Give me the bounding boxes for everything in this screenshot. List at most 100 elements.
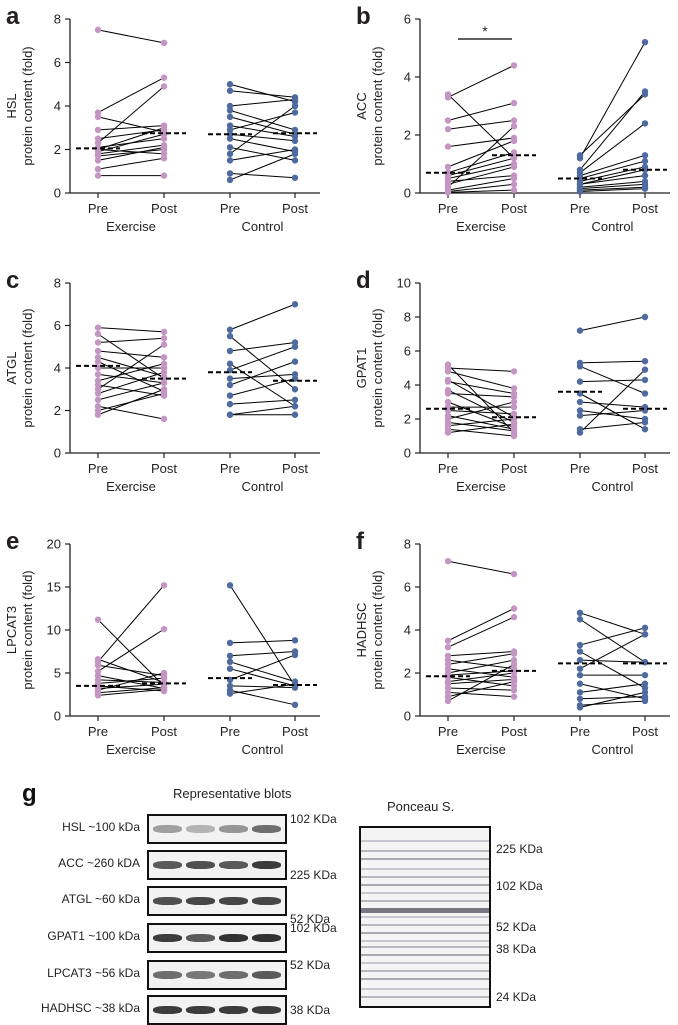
- group-label-control-d: Control: [592, 479, 634, 494]
- control-pre-point-f: [576, 648, 584, 655]
- exercise-pair-line-d: [447, 423, 515, 434]
- control-pre-point-f: [576, 656, 584, 664]
- control-pre-point-f: [576, 704, 584, 711]
- y-tick-label-a: 4: [54, 99, 61, 114]
- blot-band: [252, 825, 281, 834]
- exercise-pre-point-a: [94, 26, 102, 34]
- control-pre-point-e: [226, 665, 234, 672]
- exercise-pre-point-a: [94, 172, 102, 179]
- control-pair-line-e: [229, 585, 296, 687]
- blot-strip: [147, 850, 287, 880]
- control-pre-point-d: [576, 429, 584, 436]
- control-pair-line-c: [229, 346, 296, 371]
- exercise-pre-point-d: [444, 378, 452, 385]
- control-pre-point-e: [226, 582, 234, 589]
- exercise-pair-line-a: [97, 157, 165, 170]
- exercise-post-point-c: [160, 379, 168, 387]
- control-pre-point-a: [226, 113, 234, 121]
- control-pair-line-f: [579, 696, 646, 700]
- exercise-post-point-a: [160, 172, 168, 179]
- control-pre-point-a: [226, 144, 234, 151]
- control-pair-line-e: [229, 685, 296, 689]
- exercise-pair-line-f: [447, 659, 515, 670]
- blot-band: [219, 1006, 248, 1015]
- control-pair-line-a: [229, 153, 296, 181]
- control-pair-line-e: [229, 668, 296, 687]
- exercise-pair-line-b: [447, 178, 515, 191]
- y-tick-label-a: 0: [54, 186, 61, 201]
- control-pair-line-d: [579, 369, 646, 433]
- blot-marker-label: 225 KDa: [290, 868, 337, 882]
- exercise-pair-line-f: [447, 678, 515, 685]
- exercise-pair-line-f: [447, 616, 515, 648]
- control-post-point-d: [641, 426, 649, 433]
- blot-band: [186, 1006, 215, 1015]
- control-pair-line-b: [579, 154, 646, 177]
- control-pair-line-f: [579, 659, 646, 663]
- exercise-pre-point-b: [444, 163, 452, 171]
- exercise-pre-point-b: [444, 126, 452, 133]
- exercise-pre-point-c: [94, 411, 102, 418]
- control-pair-line-e: [229, 651, 296, 657]
- control-pre-point-a: [226, 81, 234, 88]
- exercise-post-point-e: [160, 625, 168, 633]
- control-post-point-d: [641, 313, 649, 321]
- y-tick-label-d: 6: [404, 344, 411, 359]
- panel-label-e: e: [6, 528, 19, 555]
- blot-strip: [147, 814, 287, 844]
- blot-band: [252, 971, 281, 980]
- y-tick-label-d: 8: [404, 310, 411, 325]
- control-pair-line-b: [579, 180, 646, 188]
- control-pre-point-b: [576, 155, 584, 162]
- y-tick-label-b: 2: [404, 128, 411, 143]
- ponceau-band: [361, 946, 489, 948]
- blot-band: [186, 934, 215, 943]
- exercise-post-point-e: [160, 582, 168, 589]
- control-post-point-d: [641, 358, 649, 365]
- control-pre-point-a: [226, 170, 234, 177]
- y-axis-title-c: ATGL: [4, 352, 19, 385]
- exercise-post-point-b: [510, 99, 518, 107]
- x-tick-label-a: Post: [151, 201, 177, 216]
- control-pre-point-c: [226, 381, 234, 389]
- panel-label-a: a: [6, 3, 20, 30]
- blot-marker-label: 38 KDa: [290, 1003, 331, 1017]
- y-tick-label-e: 5: [54, 666, 61, 681]
- exercise-pair-line-d: [447, 421, 515, 432]
- group-label-control-e: Control: [242, 742, 284, 757]
- group-label-exercise-f: Exercise: [456, 742, 506, 757]
- ponceau-band: [361, 868, 489, 870]
- control-pair-line-d: [579, 365, 646, 394]
- control-pair-line-f: [579, 683, 646, 693]
- blot-band: [153, 934, 182, 943]
- y-tick-label-e: 15: [47, 580, 61, 595]
- exercise-post-point-f: [510, 661, 518, 668]
- control-pair-line-a: [229, 138, 296, 153]
- exercise-pair-line-f: [447, 672, 515, 683]
- control-pair-line-e: [229, 689, 296, 706]
- control-post-point-c: [291, 358, 299, 365]
- control-pre-point-a: [226, 150, 234, 158]
- exercise-post-point-f: [510, 687, 518, 694]
- exercise-post-point-b: [510, 117, 518, 124]
- exercise-pre-point-b: [444, 117, 452, 124]
- control-pre-point-d: [576, 407, 584, 414]
- blot-marker-label: 102 KDa: [290, 921, 337, 935]
- ponceau-marker-label: 225 KDa: [496, 842, 543, 856]
- control-pre-point-a: [226, 107, 234, 114]
- x-tick-label-d: Pre: [570, 461, 590, 476]
- control-post-point-b: [641, 172, 649, 179]
- x-tick-label-b: Pre: [438, 201, 458, 216]
- control-pair-line-d: [579, 360, 646, 364]
- control-post-point-d: [641, 376, 649, 384]
- exercise-pair-line-a: [97, 29, 165, 44]
- exercise-post-point-e: [160, 686, 168, 693]
- control-pre-point-c: [226, 360, 234, 367]
- group-label-exercise-e: Exercise: [106, 742, 156, 757]
- y-tick-label-e: 20: [47, 537, 61, 552]
- exercise-pre-point-d: [444, 368, 452, 375]
- control-pre-point-c: [226, 400, 234, 408]
- control-pair-line-f: [579, 700, 646, 706]
- x-tick-label-b: Post: [501, 201, 527, 216]
- control-post-point-b: [641, 185, 649, 192]
